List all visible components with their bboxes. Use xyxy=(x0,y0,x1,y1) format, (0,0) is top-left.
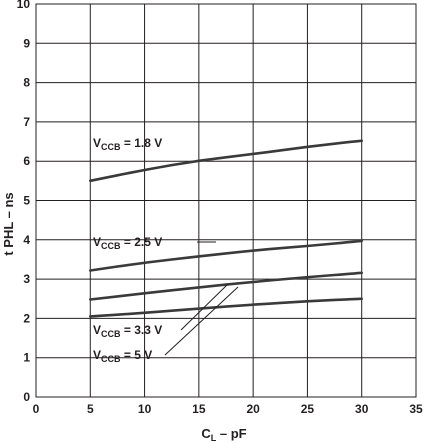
series-line-1 xyxy=(89,139,364,183)
x-tick-label: 5 xyxy=(87,402,94,416)
series-line-3 xyxy=(89,271,364,301)
annotation-layer: VCCB = 1.8 V VCCB = 2.5 V VCCB = 3.3 V VCCB… xyxy=(93,136,239,364)
x-tick-label: 20 xyxy=(246,402,260,416)
x-tick-label: 30 xyxy=(355,402,369,416)
series-label-4: VCCB = 5 V xyxy=(93,348,152,364)
tick-layer: 0 5 10 15 20 25 30 35 0 1 2 3 4 5 6 7 8 9 10 xyxy=(17,0,423,416)
series-line-4 xyxy=(89,297,364,318)
grid-layer xyxy=(35,3,417,398)
series-label-1: VCCB = 1.8 V xyxy=(93,136,162,152)
y-tick-label: 5 xyxy=(23,194,30,208)
leader-line-3-3v xyxy=(180,283,229,331)
y-tick-label: 2 xyxy=(23,311,30,325)
plot-frame xyxy=(35,3,417,398)
y-tick-label: 3 xyxy=(23,272,30,286)
x-tick-label: 15 xyxy=(192,402,206,416)
x-tick-label: 0 xyxy=(33,402,40,416)
x-tick-label: 10 xyxy=(138,402,152,416)
y-axis-label: t PHL – ns xyxy=(1,192,16,255)
y-tick-label: 9 xyxy=(23,36,30,50)
y-tick-label: 1 xyxy=(23,351,30,365)
series-label-3: VCCB = 3.3 V xyxy=(93,323,162,339)
leader-line-5v xyxy=(164,286,239,356)
y-tick-label: 10 xyxy=(17,0,31,11)
y-tick-label: 0 xyxy=(23,390,30,404)
x-tick-label: 25 xyxy=(301,402,315,416)
series-layer xyxy=(89,139,364,318)
x-tick-label: 35 xyxy=(409,402,423,416)
series-line-2 xyxy=(89,239,364,272)
y-tick-label: 6 xyxy=(23,154,30,168)
y-tick-label: 7 xyxy=(23,115,30,129)
series-label-2: VCCB = 2.5 V xyxy=(93,235,162,251)
x-axis-label: CL – pF xyxy=(201,426,246,443)
y-tick-label: 4 xyxy=(23,233,30,247)
y-tick-label: 8 xyxy=(23,76,30,90)
